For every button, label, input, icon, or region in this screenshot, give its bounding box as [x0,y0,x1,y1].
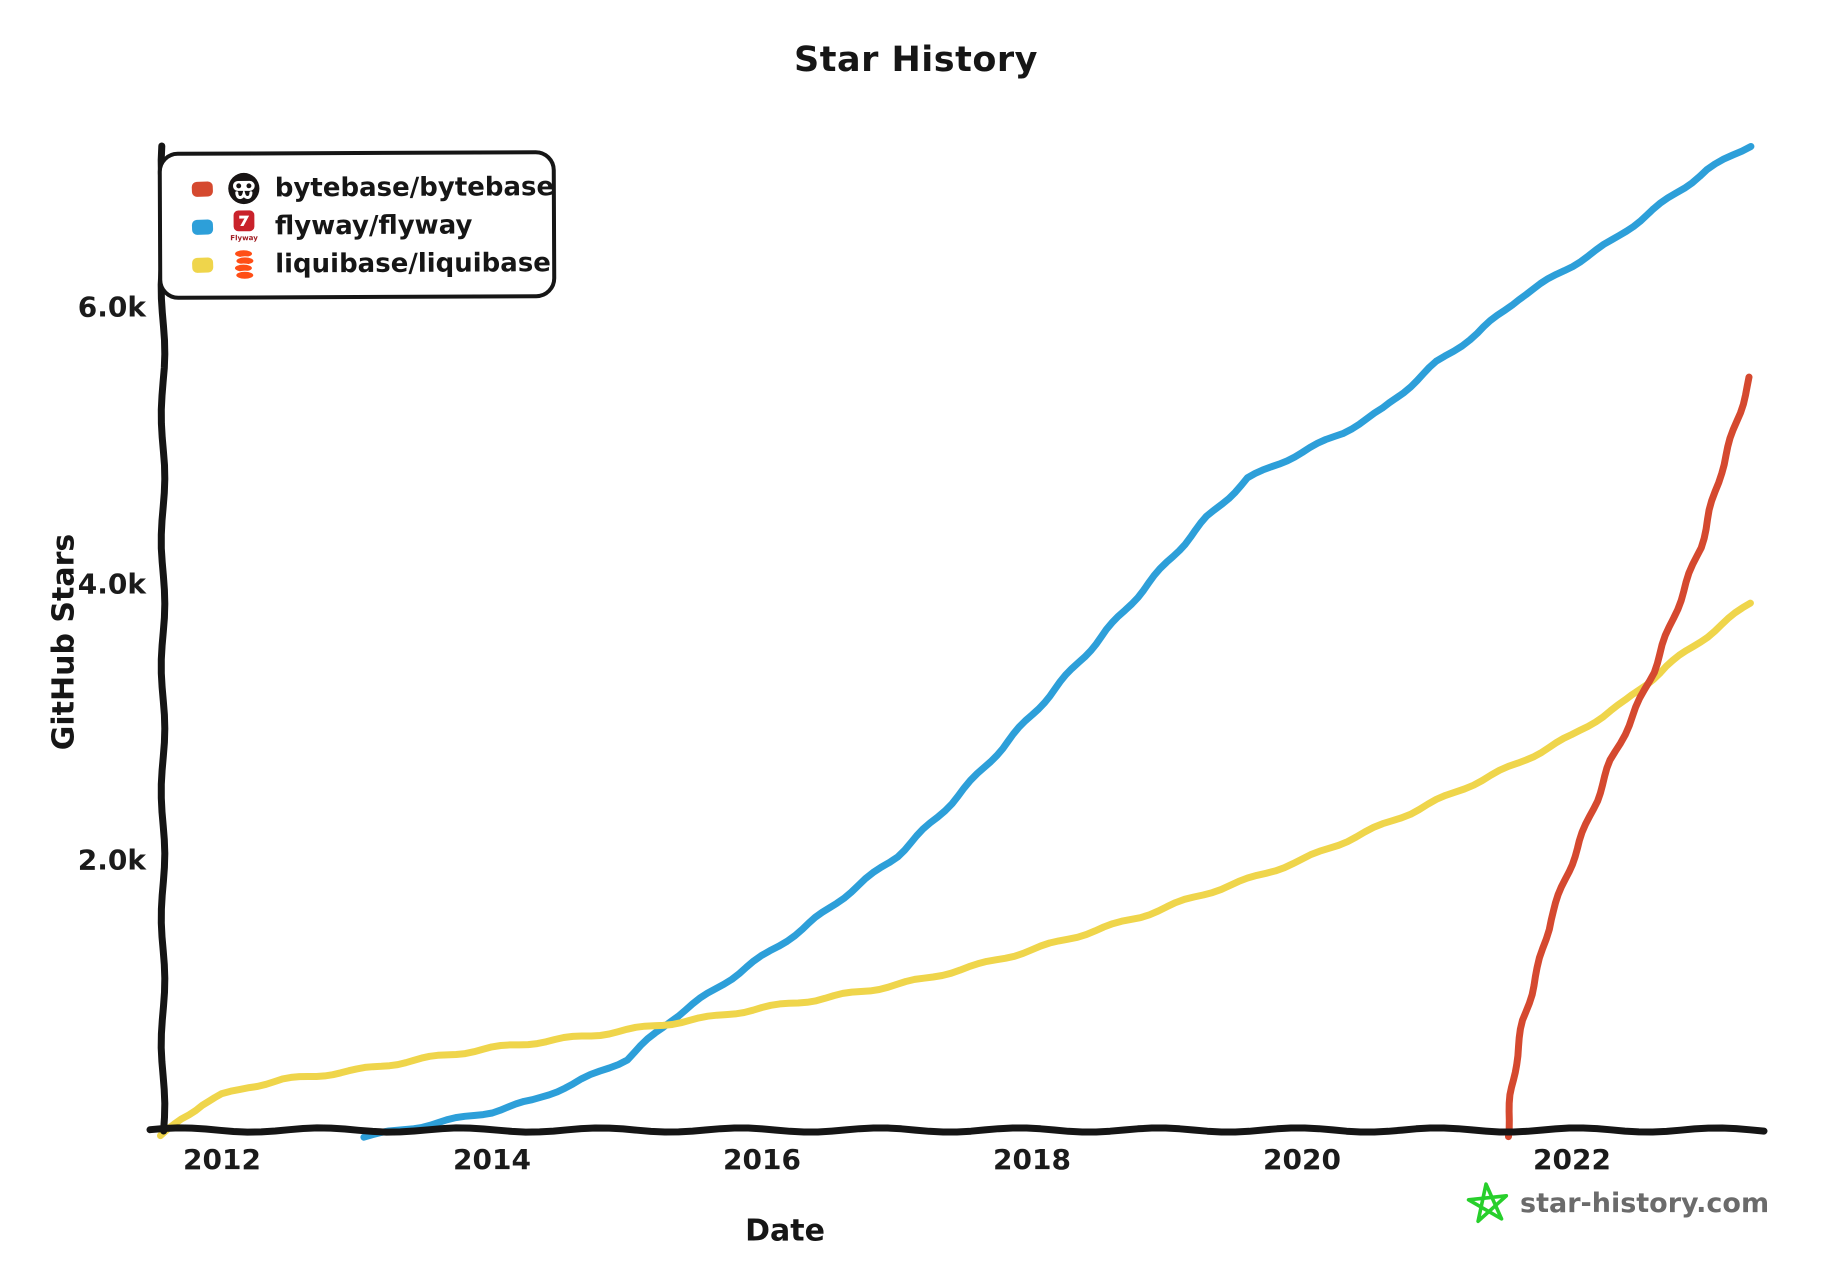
legend-item-flyway: Flyway flyway/flyway [191,206,534,245]
x-axis-line [146,1124,1768,1136]
x-tick-label-2022: 2022 [1533,1143,1611,1176]
y-tick-label-2.0k: 2.0k [77,843,146,877]
x-tick-label-2018: 2018 [993,1143,1071,1176]
legend: bytebase/bytebase Flyway flyway/flyway [157,150,557,300]
x-axis-label: Date [745,1213,825,1249]
site-credit: star-history.com [1466,1180,1769,1226]
chart-title: Star History [794,40,1038,80]
liquibase-logo-icon [227,246,261,282]
x-tick-label-2016: 2016 [723,1143,801,1176]
y-tick-label-4.0k: 4.0k [77,567,146,600]
legend-item-liquibase: liquibase/liquibase [191,244,551,283]
flyway-logo-text: Flyway [230,233,258,242]
x-tick-label-2020: 2020 [1263,1143,1341,1176]
flyway-color-swatch [191,218,214,235]
legend-item-bytebase: bytebase/bytebase [191,168,554,207]
series-line-bytebase [1505,373,1753,1141]
x-tick-label-2014: 2014 [453,1143,531,1176]
y-axis-line [157,142,169,1135]
legend-label-liquibase: liquibase/liquibase [275,248,551,280]
bytebase-avatar-icon [227,170,261,206]
legend-label-flyway: flyway/flyway [274,210,473,242]
series-line-liquibase [157,599,1754,1140]
site-credit-text: star-history.com [1520,1187,1770,1219]
flyway-logo-icon: Flyway [227,208,261,244]
x-tick-label-2012: 2012 [183,1143,261,1176]
bytebase-color-swatch [191,180,214,197]
star-history-logo-icon [1464,1178,1513,1228]
liquibase-color-swatch [191,256,214,273]
y-tick-label-6.0k: 6.0k [77,290,146,324]
y-axis-label: GitHub Stars [46,533,82,751]
series-line-flyway [360,143,1755,1141]
legend-label-bytebase: bytebase/bytebase [274,172,555,204]
